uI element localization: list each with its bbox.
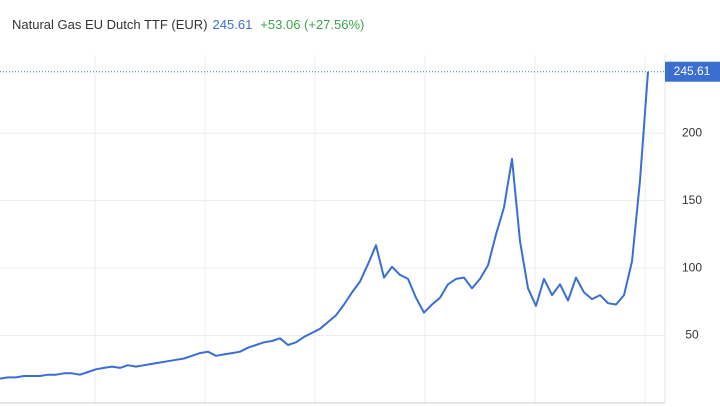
- y-tick-label: 50: [685, 328, 699, 342]
- header-change: +53.06 (+27.56%): [260, 17, 364, 32]
- instrument-name: Natural Gas EU Dutch TTF (EUR): [12, 17, 208, 32]
- y-tick-label: 200: [682, 125, 702, 139]
- header-price: 245.61: [213, 17, 253, 32]
- y-tick-label: 100: [682, 260, 702, 274]
- chart-title: Natural Gas EU Dutch TTF (EUR) 245.61 +53.…: [12, 17, 364, 32]
- price-line: [0, 71, 649, 380]
- price-label: 245.61: [674, 64, 711, 78]
- y-tick-label: 150: [682, 193, 702, 207]
- price-box: [665, 61, 720, 82]
